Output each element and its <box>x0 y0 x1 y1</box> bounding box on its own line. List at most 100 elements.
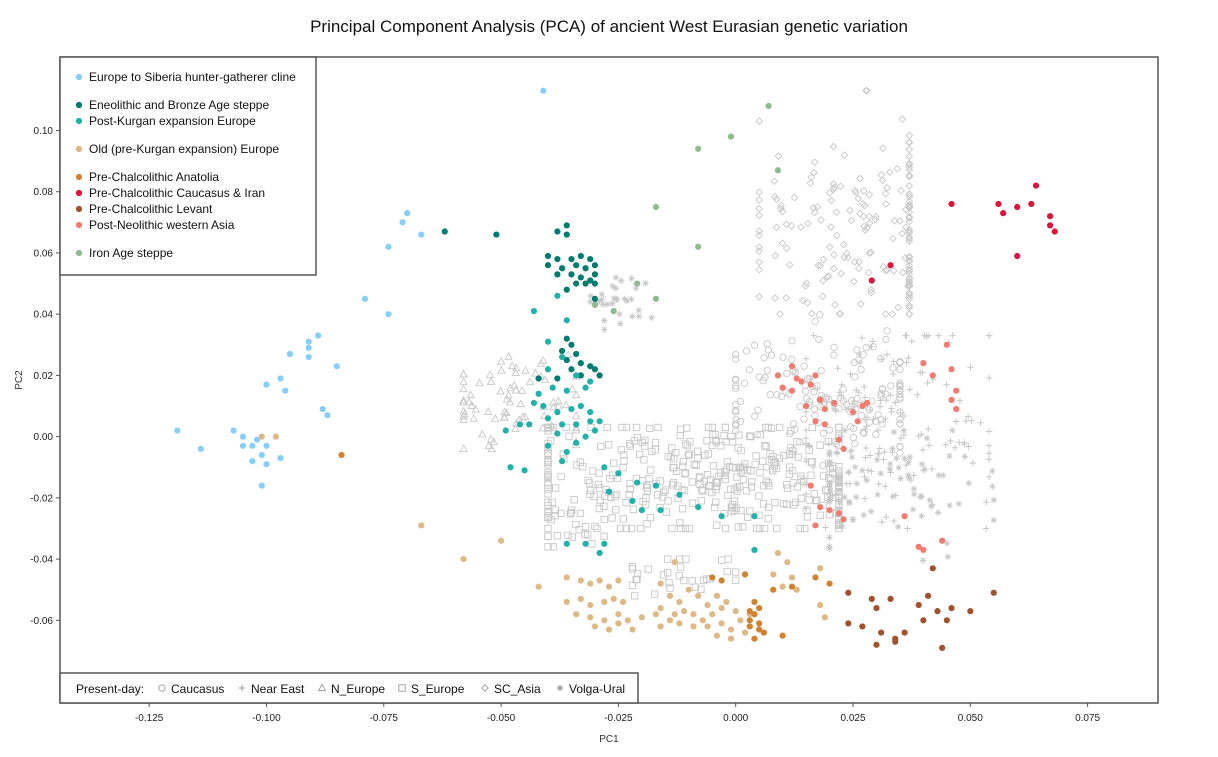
present-day-point-asterisk <box>873 456 881 463</box>
present-day-point-square <box>544 473 552 481</box>
present-day-point-asterisk <box>617 320 624 327</box>
present-day-point-diamond <box>819 255 828 264</box>
present-day-point-square <box>668 444 676 452</box>
ancient-point-series-8 <box>695 145 702 152</box>
present-day-point-triangle <box>571 425 581 434</box>
present-day-point-diamond <box>901 254 910 262</box>
present-day-point-asterisk <box>612 274 620 281</box>
ancient-point-series-3 <box>727 626 735 633</box>
ancient-point-series-0 <box>239 433 247 440</box>
present-day-point-square <box>613 490 621 499</box>
present-day-point-plus <box>882 483 889 490</box>
present-day-point-triangle <box>496 386 505 395</box>
present-day-point-diamond <box>899 268 907 277</box>
ancient-point-series-4 <box>779 632 786 639</box>
present-day-point-square <box>788 450 796 459</box>
ancient-point-series-3 <box>695 592 702 599</box>
ancient-point-series-8 <box>695 243 702 250</box>
present-day-point-triangle <box>531 368 540 377</box>
present-day-point-asterisk <box>853 493 860 501</box>
present-day-point-plus <box>846 405 853 412</box>
present-day-point-square <box>587 486 595 495</box>
present-day-point-triangle <box>505 397 515 406</box>
ancient-point-series-6 <box>873 641 880 648</box>
present-day-point-asterisk <box>946 502 953 509</box>
present-day-point-asterisk <box>901 455 908 462</box>
ancient-point-series-3 <box>573 611 580 618</box>
ancient-point-series-4 <box>760 629 767 636</box>
present-day-point-plus <box>969 459 977 467</box>
present-day-point-asterisk <box>955 500 963 508</box>
ancient-point-series-6 <box>929 565 936 572</box>
present-day-point-plus <box>870 416 877 423</box>
present-day-point-circle <box>896 365 904 374</box>
present-day-point-square <box>546 423 554 432</box>
present-day-point-square <box>676 431 684 440</box>
present-day-point-circle <box>862 343 870 352</box>
present-day-point-diamond <box>823 273 832 281</box>
present-day-point-diamond <box>836 182 845 191</box>
present-day-point-square <box>564 531 572 540</box>
present-day-point-asterisk <box>826 479 833 486</box>
present-day-point-square <box>626 485 634 493</box>
present-day-point-square <box>588 540 596 548</box>
present-day-point-diamond <box>755 211 763 220</box>
ancient-point-series-3 <box>629 626 636 633</box>
present-day-point-asterisk <box>587 298 594 306</box>
ancient-point-series-7 <box>831 399 838 407</box>
legend-marker <box>75 189 83 197</box>
present-day-point-square <box>776 423 784 432</box>
ancient-point-series-7 <box>817 503 824 511</box>
present-day-point-square <box>584 531 592 539</box>
present-day-point-plus <box>983 498 990 506</box>
ancient-point-series-3 <box>713 592 721 599</box>
ancient-point-series-3 <box>601 617 608 624</box>
present-day-point-square <box>618 423 626 432</box>
present-day-point-square <box>785 470 793 478</box>
present-day-point-diamond <box>905 301 914 310</box>
ancient-point-series-7 <box>854 418 861 425</box>
present-day-point-diamond <box>860 186 868 195</box>
present-day-point-square <box>701 451 709 460</box>
present-day-point-diamond <box>871 215 880 224</box>
legend-label: Old (pre-Kurgan expansion) Europe <box>89 142 279 156</box>
present-day-point-square <box>746 507 754 515</box>
ancient-point-series-0 <box>230 427 237 434</box>
ancient-point-series-3 <box>788 574 796 581</box>
present-day-point-square <box>651 439 660 447</box>
present-day-point-asterisk <box>989 467 996 475</box>
present-day-point-asterisk <box>905 459 912 466</box>
present-day-point-triangle <box>571 411 581 419</box>
present-day-point-diamond <box>849 277 858 286</box>
present-day-point-square <box>697 585 705 594</box>
present-day-point-square <box>668 481 677 489</box>
present-day-point-diamond <box>905 256 914 265</box>
present-day-point-diamond <box>825 189 834 197</box>
present-day-point-plus <box>897 409 904 416</box>
present-day-point-circle <box>786 443 795 452</box>
present-day-point-diamond <box>865 190 874 199</box>
ancient-point-series-3 <box>713 632 721 639</box>
present-day-point-circle <box>896 415 904 424</box>
present-day-point-diamond <box>905 253 914 261</box>
ancient-point-series-3 <box>709 611 716 618</box>
present-day-point-square <box>622 524 630 533</box>
ancient-point-series-3 <box>741 629 749 636</box>
present-day-point-diamond <box>885 168 894 177</box>
present-day-point-diamond <box>831 301 839 309</box>
present-day-point-plus <box>947 437 954 445</box>
present-day-point-asterisk <box>943 540 951 547</box>
present-day-point-diamond <box>852 188 860 197</box>
present-day-point-circle <box>802 394 811 403</box>
present-day-point-plus <box>925 425 932 433</box>
ancient-point-series-0 <box>305 344 312 351</box>
present-day-point-plus <box>878 518 886 526</box>
present-day-point-diamond <box>778 239 787 248</box>
ancient-point-series-5 <box>887 262 894 269</box>
present-day-point-square <box>730 497 739 505</box>
present-day-point-square <box>611 492 619 500</box>
ancient-point-series-3 <box>779 583 786 590</box>
present-day-point-square <box>759 457 767 465</box>
present-day-point-plus <box>864 467 872 474</box>
present-day-point-diamond <box>905 234 914 243</box>
